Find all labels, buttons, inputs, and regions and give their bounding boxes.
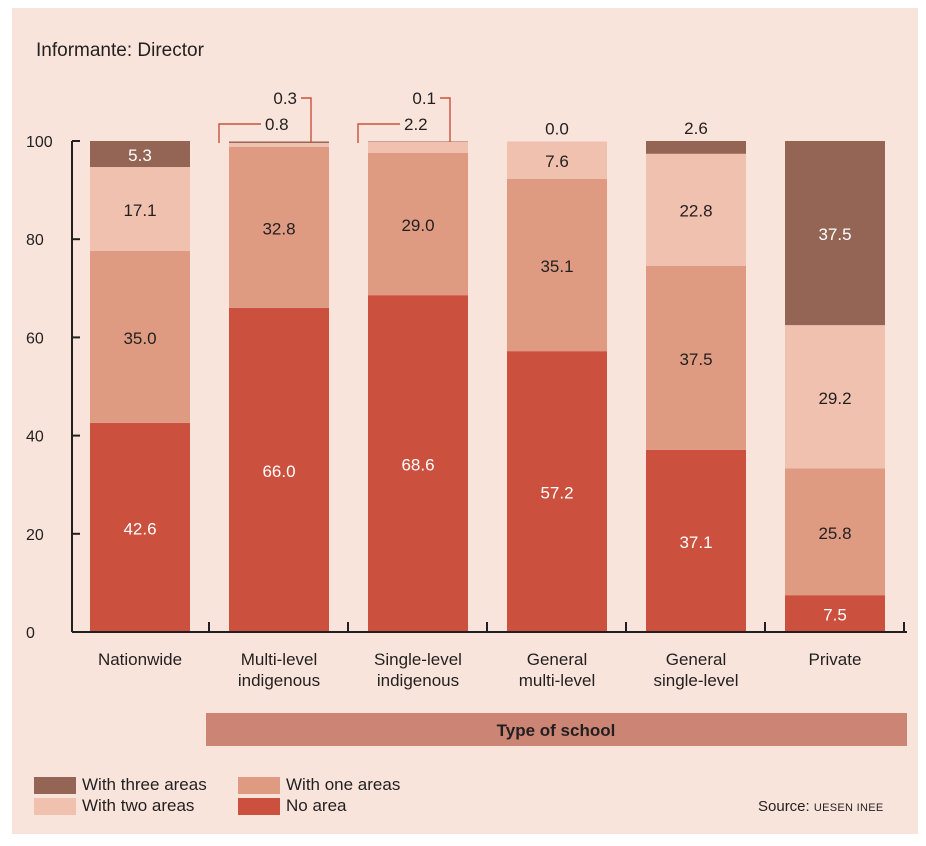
source-prefix: Source: — [758, 798, 810, 815]
value-label-one-0: 35.0 — [123, 329, 156, 348]
value-label-two-3: 7.6 — [545, 152, 569, 171]
legend-swatch-one — [238, 776, 280, 794]
category-label-2-0: Single-level — [374, 650, 462, 669]
axes-layer: 0 20 40 60 80 100 Nationwide Multi-level indigen… — [26, 134, 907, 690]
callout-line-two-2 — [357, 123, 400, 143]
category-label-3-0: General — [527, 650, 587, 669]
bar-segment-two-5 — [785, 325, 885, 469]
value-label-one-5: 25.8 — [818, 524, 851, 543]
callout-line-three-1 — [301, 97, 312, 142]
category-label-3-1: multi-level — [519, 671, 596, 690]
category-label-0-0: Nationwide — [98, 650, 182, 669]
value-label-one-2: 29.0 — [401, 216, 434, 235]
xaxis-title: Type of school — [497, 721, 616, 740]
value-labels-layer: 42.6 35.0 17.1 5.3 66.0 32.8 0.3 0.8 68.6 29.0 0.1… — [123, 89, 851, 625]
category-label-1-1: indigenous — [238, 671, 320, 690]
legend-swatch-three — [34, 776, 76, 794]
legend-swatch-none — [238, 797, 280, 815]
category-label-4-0: General — [666, 650, 726, 669]
value-label-two-1: 0.8 — [265, 115, 289, 134]
y-tick-label-60: 60 — [26, 330, 44, 347]
bar-segment-one-3 — [507, 178, 607, 352]
bar-segment-two-4 — [646, 153, 746, 266]
value-label-two-2: 2.2 — [404, 115, 428, 134]
bar-segment-two-1 — [229, 142, 329, 147]
value-label-none-3: 57.2 — [540, 484, 573, 503]
value-label-three-5: 37.5 — [818, 225, 851, 244]
value-label-three-1: 0.3 — [273, 89, 297, 108]
legend-swatch-two — [34, 797, 76, 815]
y-tick-label-20: 20 — [26, 527, 44, 544]
legend-label-two: With two areas — [82, 796, 195, 815]
value-label-none-1: 66.0 — [262, 462, 295, 481]
value-label-none-5: 7.5 — [823, 606, 847, 625]
source-org: UESEN INEE — [813, 802, 884, 814]
bar-segment-one-1 — [229, 146, 329, 308]
bar-segment-two-2 — [368, 141, 468, 153]
bar-segment-none-0 — [90, 422, 190, 632]
bar-segment-one-0 — [90, 250, 190, 423]
bar-segment-three-5 — [785, 141, 885, 326]
value-label-three-2: 0.1 — [412, 89, 436, 108]
bar-segment-none-4 — [646, 449, 746, 632]
category-label-1-0: Multi-level — [241, 650, 318, 669]
bar-segment-three-4 — [646, 141, 746, 154]
bar-segment-none-2 — [368, 295, 468, 632]
xaxis-title-band: Type of school — [206, 713, 907, 746]
legend-label-three: With three areas — [82, 775, 207, 794]
value-label-three-0: 5.3 — [128, 146, 152, 165]
bar-segment-none-5 — [785, 595, 885, 632]
y-tick-label-80: 80 — [26, 232, 44, 249]
bar-segment-three-1 — [229, 141, 329, 143]
bar-segment-two-0 — [90, 167, 190, 251]
legend-item-one: With one areas — [238, 775, 400, 795]
bar-segment-one-2 — [368, 152, 468, 296]
bar-segment-none-1 — [229, 307, 329, 632]
legend-item-two: With two areas — [34, 796, 194, 816]
value-label-one-1: 32.8 — [262, 219, 295, 238]
xaxis-title-bar — [206, 713, 907, 746]
value-label-three-4: 2.6 — [684, 119, 708, 138]
y-tick-label-0: 0 — [26, 625, 35, 642]
callout-line-two-1 — [218, 123, 261, 143]
value-label-none-4: 37.1 — [679, 533, 712, 552]
source-note: Source: UESEN INEE — [758, 798, 884, 815]
category-label-5-0: Private — [809, 650, 862, 669]
legend-item-three: With three areas — [34, 775, 207, 795]
legend-item-none: No area — [238, 796, 346, 816]
value-label-one-4: 37.5 — [679, 350, 712, 369]
legend-label-none: No area — [286, 796, 347, 815]
bar-segment-three-0 — [90, 141, 190, 168]
bar-segment-one-4 — [646, 265, 746, 450]
legend-label-one: With one areas — [286, 775, 401, 794]
bar-segment-none-3 — [507, 351, 607, 632]
y-tick-label-100: 100 — [26, 134, 53, 151]
value-label-none-2: 68.6 — [401, 456, 434, 475]
value-label-two-4: 22.8 — [679, 202, 712, 221]
value-label-three-3: 0.0 — [545, 119, 569, 138]
category-label-2-1: indigenous — [377, 671, 459, 690]
category-label-4-1: single-level — [653, 671, 738, 690]
value-label-none-0: 42.6 — [123, 519, 156, 538]
callout-line-three-2 — [440, 97, 451, 142]
value-label-two-0: 17.1 — [123, 201, 156, 220]
bar-segment-two-3 — [507, 141, 607, 179]
chart-subtitle: Informante: Director — [36, 40, 204, 61]
value-label-two-5: 29.2 — [818, 389, 851, 408]
value-label-one-3: 35.1 — [540, 257, 573, 276]
bar-segment-one-5 — [785, 468, 885, 596]
bars-layer — [90, 141, 885, 632]
y-tick-label-40: 40 — [26, 429, 44, 446]
